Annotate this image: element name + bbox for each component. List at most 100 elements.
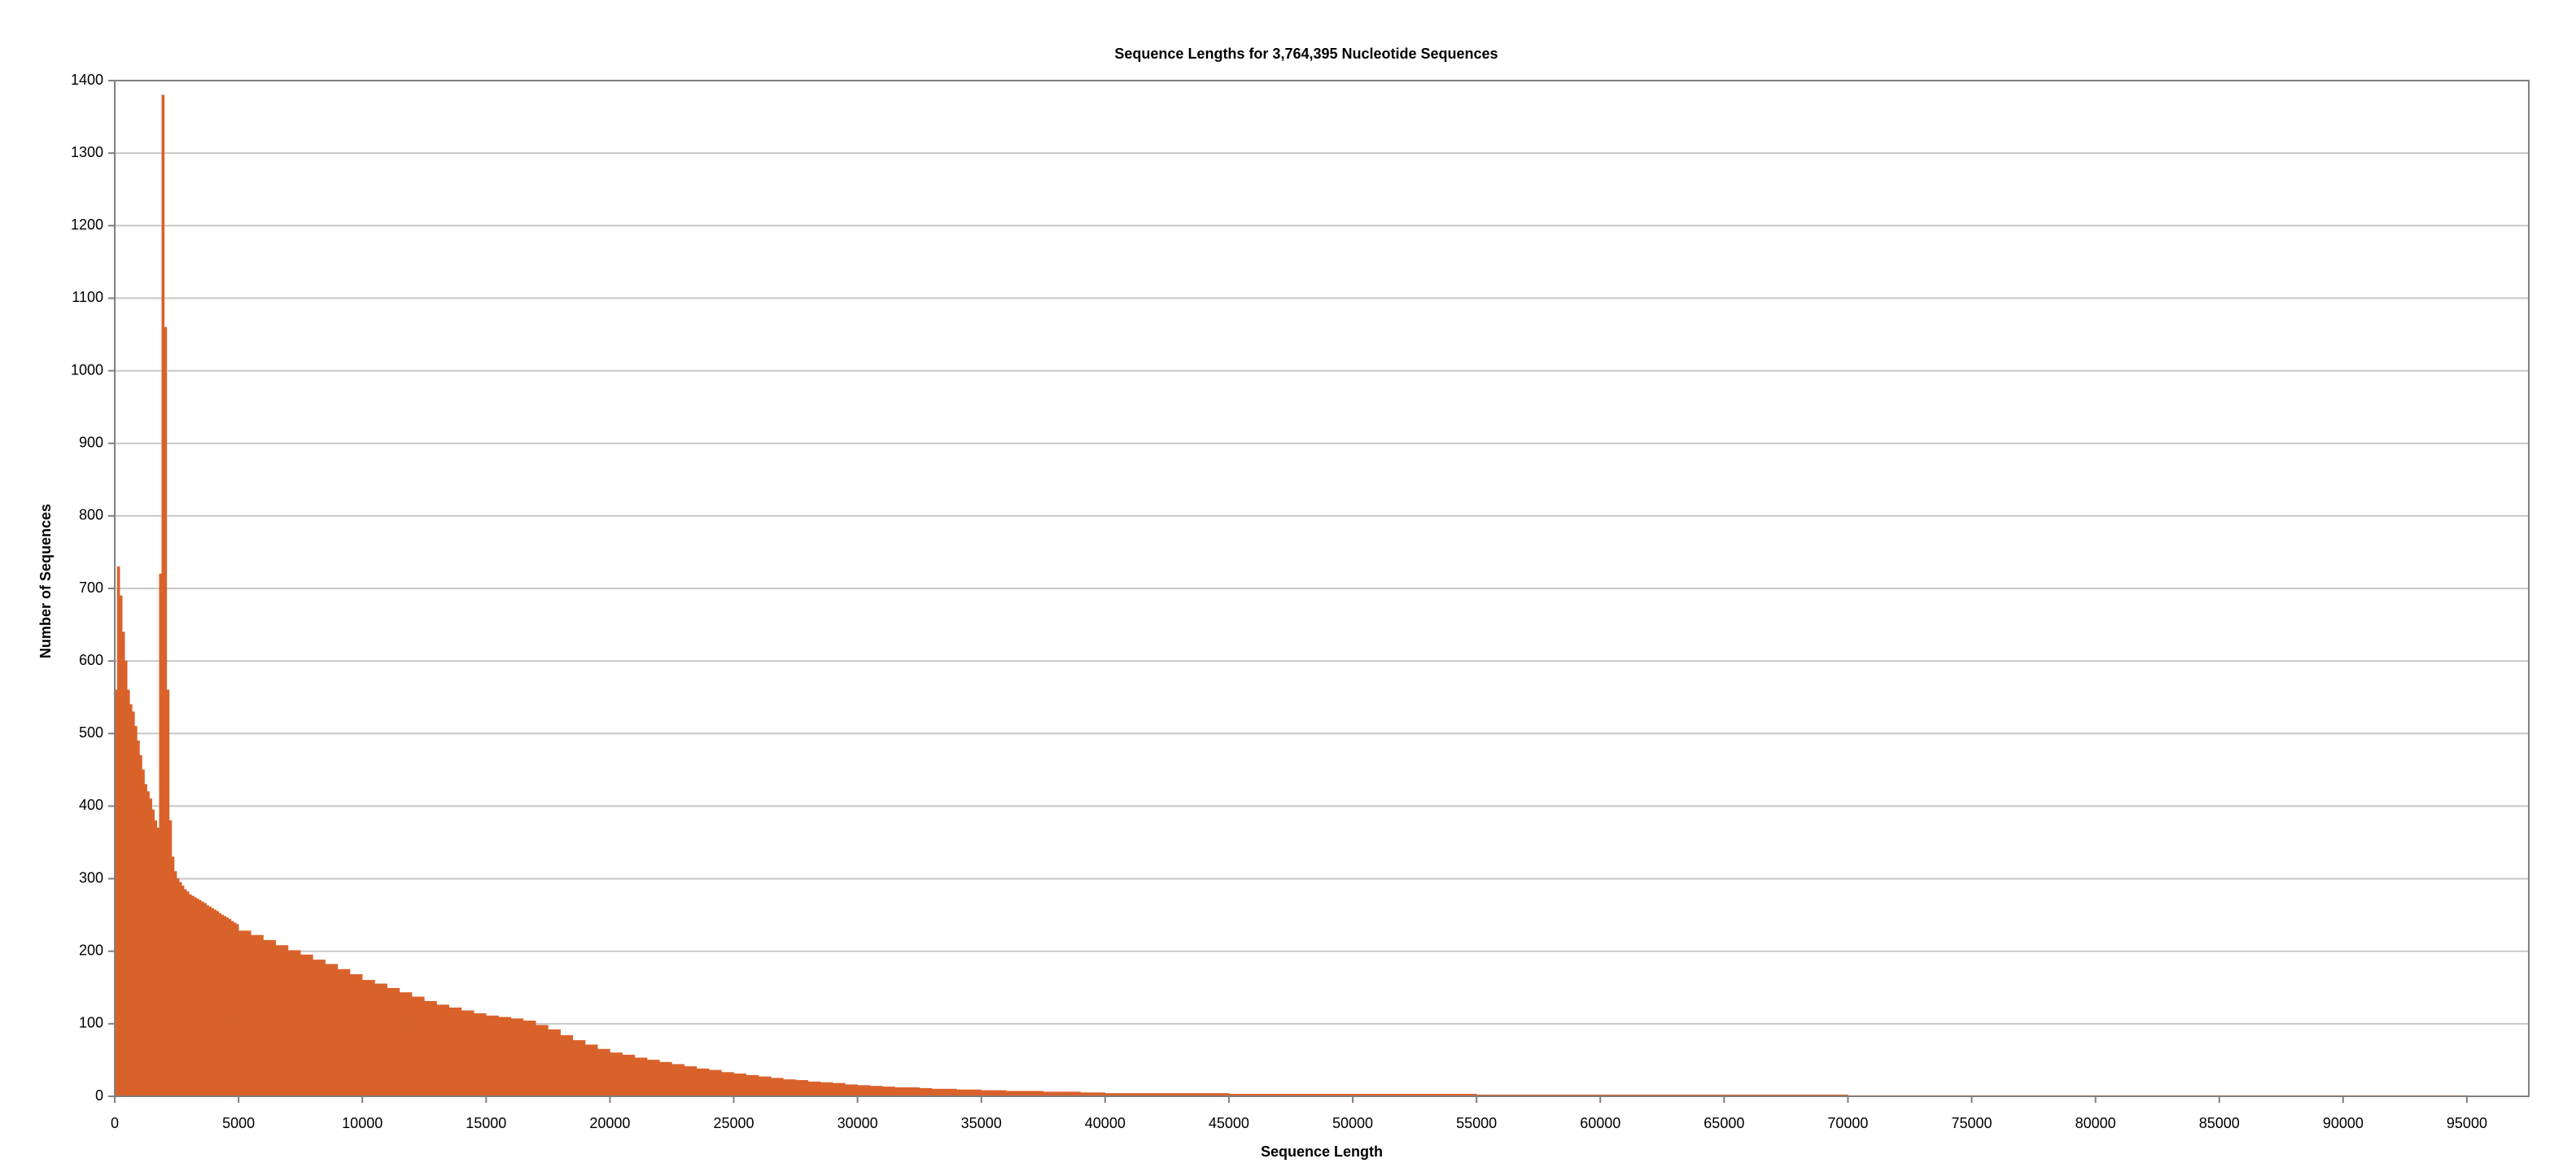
bar: [584, 1044, 598, 1097]
bar: [225, 917, 230, 1097]
bar: [783, 1079, 796, 1097]
y-tick-label: 1200: [71, 216, 103, 233]
bar: [325, 964, 339, 1097]
bar: [436, 1004, 449, 1097]
bar: [124, 660, 128, 1097]
bar: [572, 1040, 586, 1097]
bar: [142, 769, 145, 1097]
bar: [646, 1060, 660, 1097]
bar: [199, 900, 202, 1097]
bar: [176, 878, 180, 1097]
bar: [523, 1020, 536, 1097]
bar: [168, 820, 173, 1097]
bar: [161, 94, 165, 1097]
bar: [159, 573, 163, 1097]
y-tick-label: 1400: [71, 72, 103, 88]
bar: [263, 940, 277, 1097]
bar: [807, 1081, 821, 1097]
bar: [869, 1086, 883, 1097]
bar: [770, 1078, 784, 1097]
bar: [147, 791, 150, 1097]
bar: [131, 711, 135, 1097]
bar: [795, 1080, 809, 1097]
bar: [230, 921, 234, 1097]
bar: [151, 809, 155, 1097]
x-tick-label: 75000: [1952, 1115, 1992, 1131]
bar: [894, 1087, 908, 1097]
y-tick-label: 100: [79, 1015, 103, 1031]
x-tick-label: 45000: [1209, 1115, 1249, 1131]
bar: [981, 1090, 995, 1097]
x-tick-label: 30000: [838, 1115, 878, 1131]
bar: [121, 632, 125, 1097]
bar: [881, 1087, 895, 1097]
bar: [191, 895, 195, 1097]
bar: [943, 1088, 957, 1097]
bar: [251, 934, 264, 1097]
bar: [196, 899, 199, 1097]
x-tick-label: 70000: [1827, 1115, 1868, 1131]
y-tick-label: 200: [79, 942, 103, 958]
bar: [206, 905, 209, 1097]
bar: [183, 889, 187, 1097]
x-tick-label: 55000: [1456, 1115, 1497, 1131]
bar: [510, 1018, 524, 1097]
x-tick-label: 40000: [1085, 1115, 1126, 1131]
x-tick-label: 25000: [713, 1115, 754, 1131]
bar: [399, 992, 413, 1097]
bar: [907, 1087, 920, 1097]
bar: [597, 1048, 610, 1097]
bar: [139, 754, 142, 1097]
bar: [486, 1015, 499, 1097]
x-tick-label: 20000: [589, 1115, 630, 1131]
x-tick-label: 5000: [222, 1115, 255, 1131]
bar: [238, 930, 251, 1097]
x-tick-label: 85000: [2199, 1115, 2240, 1131]
bar: [203, 903, 207, 1097]
x-tick-label: 60000: [1580, 1115, 1620, 1131]
bar: [313, 960, 326, 1097]
bar: [498, 1017, 512, 1097]
bar: [186, 891, 190, 1097]
bar: [931, 1088, 945, 1097]
bar: [535, 1025, 549, 1097]
x-tick-label: 15000: [466, 1115, 506, 1131]
bar: [448, 1007, 462, 1097]
bar: [181, 886, 185, 1097]
bar: [166, 689, 170, 1097]
bar: [171, 856, 175, 1097]
bar: [119, 595, 123, 1097]
y-tick-label: 1000: [71, 361, 103, 378]
bar: [300, 954, 313, 1097]
bar: [173, 871, 177, 1097]
y-tick-label: 600: [79, 652, 103, 668]
bar: [708, 1069, 722, 1097]
bar: [993, 1090, 1007, 1097]
plot-border: [114, 80, 2530, 1097]
bar: [144, 784, 147, 1097]
bar: [129, 704, 133, 1097]
bar: [956, 1089, 969, 1097]
bar: [919, 1087, 933, 1097]
y-tick-label: 1100: [72, 289, 103, 305]
bar: [233, 922, 237, 1097]
bar: [188, 894, 192, 1097]
x-tick-label: 90000: [2323, 1115, 2364, 1131]
bar: [374, 983, 387, 1097]
bar: [671, 1064, 684, 1097]
bar: [721, 1072, 734, 1097]
x-tick-label: 50000: [1332, 1115, 1373, 1131]
y-axis-label: Number of Sequences: [37, 504, 54, 658]
bar: [235, 924, 239, 1097]
x-axis-label: Sequence Length: [1261, 1144, 1383, 1160]
bar: [218, 913, 222, 1097]
bar: [696, 1068, 710, 1097]
y-tick-label: 300: [79, 869, 103, 886]
bar: [178, 881, 182, 1097]
bar: [164, 326, 168, 1097]
bar: [156, 827, 160, 1097]
y-tick-label: 900: [79, 434, 103, 450]
bar: [208, 907, 212, 1097]
x-tick-label: 65000: [1703, 1115, 1744, 1131]
bar: [560, 1034, 574, 1097]
